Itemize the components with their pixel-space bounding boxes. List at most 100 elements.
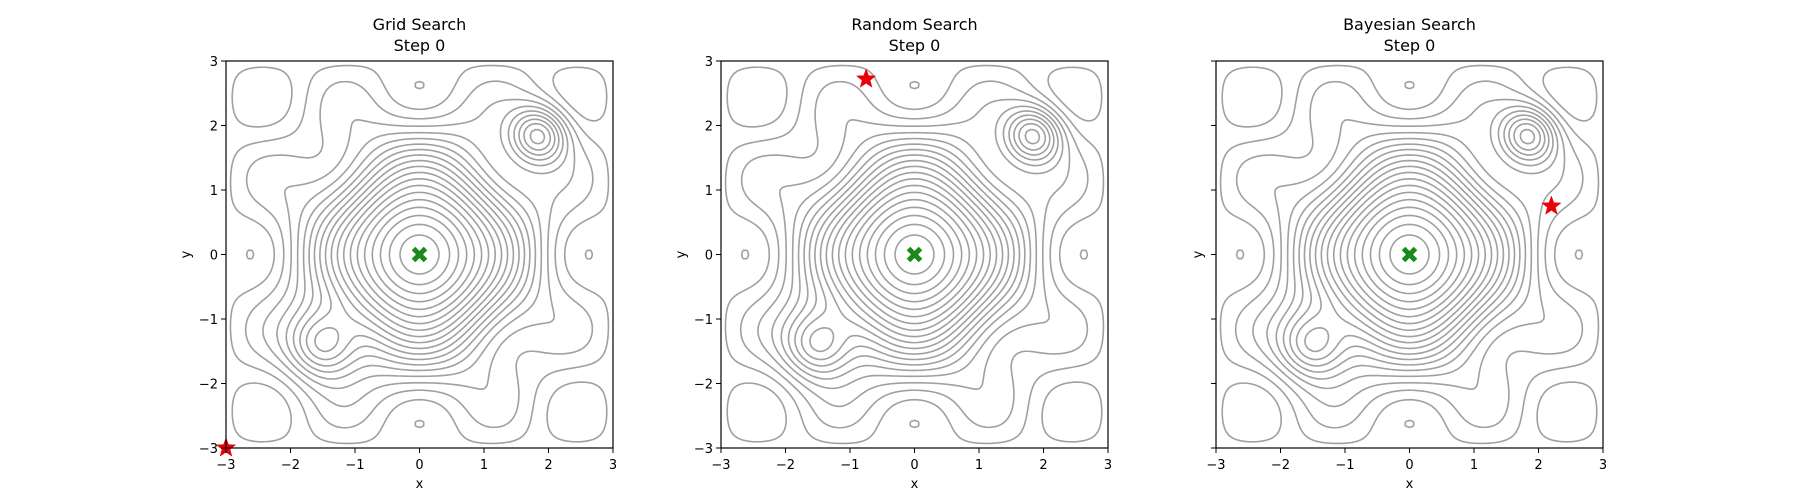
contour-level-6 [356,191,483,318]
contour-level-7 [844,184,985,325]
x-tick-label: −3 [216,458,235,473]
optimum-marker [1401,246,1418,263]
y-tick-label: 0 [705,249,713,264]
contour-level-1 [1389,234,1430,275]
contour-level-20 [231,66,608,443]
y-tick-label: −2 [694,378,713,393]
x-tick-label: 2 [544,458,552,473]
y-tick-label: −1 [694,313,713,328]
contour-level-10 [330,165,509,344]
contour-level-5 [1353,198,1466,311]
contour-level-16 [771,105,1064,390]
x-axis-label: x [1406,477,1414,492]
contour-level-20 [726,66,1103,443]
y-tick-label: 2 [705,120,713,135]
contour-level-13 [299,118,556,367]
subplot-1: −3 −2 −1 0 1 2 3 −3 −2 −1 0 1 2 3 x y Grid Search Step 0 [179,15,617,492]
x-tick-label: −1 [1335,458,1354,473]
contour-level-11 [809,128,1041,353]
contour-level-12 [800,122,1047,361]
contour-level-18 [1234,80,1584,429]
x-tick-label: −1 [840,458,859,473]
contour-level-11 [1304,128,1536,353]
x-tick-label: 0 [1405,458,1413,473]
x-tick-label: 0 [415,458,423,473]
y-tick-label: 1 [210,184,218,199]
x-axis-label: x [416,477,424,492]
contour-level-14 [292,114,560,373]
subplot-subtitle: Step 0 [1384,36,1436,55]
contour-level-12 [1295,122,1542,361]
contour-level-6 [851,191,978,318]
contour-level-4 [1361,206,1458,303]
contour-level-14 [1282,114,1550,373]
contour-level-9 [1326,171,1493,338]
contour-level-8 [837,177,992,332]
contour-level-18 [244,80,594,429]
contour-level-5 [363,198,476,311]
contour-level-3 [379,214,460,295]
x-tick-label: 2 [1534,458,1542,473]
contour-level-19 [724,64,1105,445]
x-tick-label: 3 [1599,458,1607,473]
contour-level-1 [399,234,440,275]
subplot-title: Random Search [851,15,977,34]
contour-level-15 [780,110,1059,380]
contour-level-9 [336,171,503,338]
contour-lines [724,64,1105,445]
contour-level-8 [1332,177,1487,332]
y-tick-label: −3 [694,442,713,457]
y-axis-label: y [1191,250,1206,258]
subplot-subtitle: Step 0 [889,36,941,55]
contour-level-3 [1369,214,1450,295]
x-tick-label: 3 [609,458,617,473]
contour-level-17 [757,98,1071,408]
contour-lines [229,64,610,445]
current-point-marker [855,68,877,88]
x-tick-label: −1 [345,458,364,473]
subplot-2: −3 −2 −1 0 1 2 3 −3 −2 −1 0 1 2 3 x y Random Search Step … [674,15,1112,492]
contour-level-9 [831,171,998,338]
contour-level-16 [276,105,569,390]
x-tick-label: −3 [1206,458,1225,473]
y-tick-label: 2 [210,120,218,135]
contour-level-12 [305,122,552,361]
contour-level-2 [1378,223,1441,286]
optimum-marker [906,246,923,263]
x-tick-label: 3 [1104,458,1112,473]
x-tick-label: −2 [1271,458,1290,473]
x-tick-label: −2 [776,458,795,473]
optimum-marker [411,246,428,263]
contour-level-14 [787,114,1055,373]
x-tick-label: 0 [910,458,918,473]
y-tick-label: −2 [199,378,218,393]
subplot-title: Bayesian Search [1343,15,1476,34]
contour-level-1 [894,234,935,275]
y-tick-label: −1 [199,313,218,328]
contour-level-3 [874,214,955,295]
x-tick-label: 1 [975,458,983,473]
subplot-subtitle: Step 0 [394,36,446,55]
contour-level-19 [1219,64,1600,445]
contour-level-4 [866,206,963,303]
contour-level-15 [1275,110,1554,380]
contour-level-2 [388,223,451,286]
y-tick-label: 1 [705,184,713,199]
contour-level-4 [371,206,468,303]
x-axis-label: x [911,477,919,492]
current-point-marker [1541,195,1562,215]
contour-lines [1219,64,1600,445]
y-tick-label: 3 [705,55,713,70]
contour-level-16 [1266,105,1559,390]
y-tick-label: 0 [210,249,218,264]
x-tick-label: 1 [1470,458,1478,473]
x-tick-label: 1 [480,458,488,473]
y-axis-label: y [179,250,194,258]
x-tick-label: 2 [1039,458,1047,473]
y-tick-label: 3 [210,55,218,70]
contour-level-11 [314,128,546,353]
contour-level-13 [794,118,1051,367]
contour-level-5 [858,198,971,311]
subplot-3: −3 −2 −1 0 1 2 3 x y Bayesian Search Step 0 [1191,15,1607,492]
